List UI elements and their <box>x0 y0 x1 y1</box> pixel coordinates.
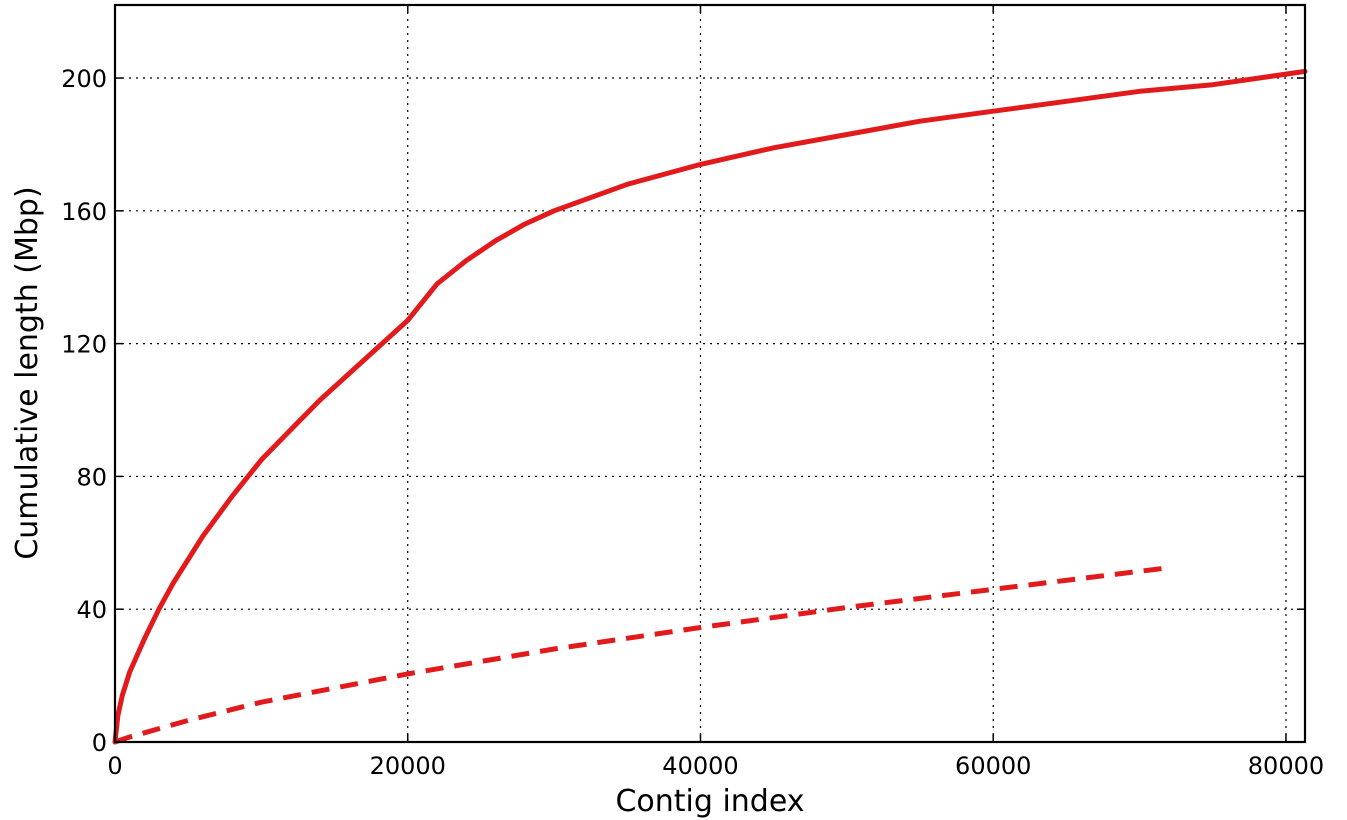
y-axis-label: Cumulative length (Mbp) <box>10 186 45 559</box>
x-tick-label: 80000 <box>1248 752 1324 780</box>
series-line-solid <box>112 68 1308 745</box>
y-tick-label: 120 <box>61 331 107 359</box>
x-tick-labels: 0 20000 40000 60000 80000 <box>107 752 1324 780</box>
grid <box>115 5 1305 742</box>
x-tick-label: 0 <box>107 752 122 780</box>
y-tick-label: 40 <box>76 596 107 624</box>
series-line-dashed <box>114 565 1170 745</box>
y-tick-labels: 0 40 80 120 160 200 <box>61 65 107 757</box>
y-tick-label: 160 <box>61 198 107 226</box>
x-tick-label: 60000 <box>955 752 1031 780</box>
x-tick-label: 40000 <box>662 752 738 780</box>
y-tick-label: 80 <box>76 463 107 491</box>
series-layer <box>112 68 1308 745</box>
y-tick-label: 200 <box>61 65 107 93</box>
tick-marks <box>114 5 1305 743</box>
plot-frame <box>113 3 1307 744</box>
x-tick-label: 20000 <box>370 752 446 780</box>
y-tick-label: 0 <box>92 729 107 757</box>
x-axis-label: Contig index <box>615 784 804 819</box>
